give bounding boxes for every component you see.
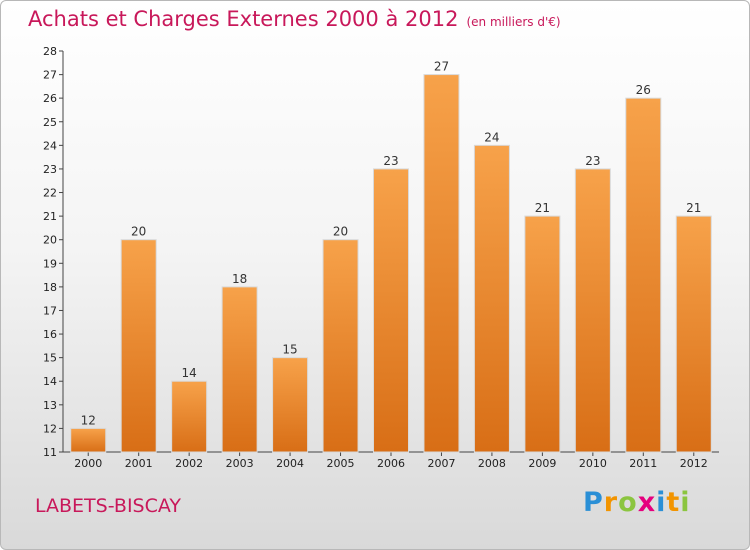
x-tick-label: 2012	[680, 457, 708, 470]
logo-letter: x	[637, 487, 657, 518]
logo-letter: i	[656, 487, 667, 518]
x-tick-label: 2000	[74, 457, 102, 470]
x-tick-label: 2008	[478, 457, 506, 470]
bar	[373, 168, 409, 453]
y-tick-label: 16	[43, 328, 57, 341]
chart-title-text: Achats et Charges Externes 2000 à 2012	[28, 7, 459, 31]
x-tick-label: 2011	[629, 457, 657, 470]
bar-value-label: 20	[131, 225, 146, 239]
x-tick-label: 2001	[125, 457, 153, 470]
bar	[322, 239, 359, 453]
y-tick-label: 22	[43, 187, 57, 200]
x-tick-label: 2004	[276, 457, 304, 470]
bar-value-label: 23	[585, 154, 600, 168]
x-tick-label: 2007	[427, 457, 455, 470]
logo-letter: t	[666, 487, 681, 518]
y-tick-label: 12	[43, 422, 57, 435]
bar-value-label: 26	[636, 83, 651, 97]
bar	[272, 357, 309, 453]
y-tick-label: 15	[43, 352, 57, 365]
y-tick-label: 21	[43, 210, 57, 223]
y-tick-label: 13	[43, 399, 57, 412]
y-tick-label: 14	[43, 375, 57, 388]
logo-letter: P	[583, 487, 604, 518]
y-tick-label: 17	[43, 304, 57, 317]
bar	[70, 427, 107, 453]
chart-title: Achats et Charges Externes 2000 à 2012 (e…	[28, 7, 561, 31]
bar	[423, 74, 460, 453]
bar-value-label: 15	[282, 343, 297, 357]
bar-value-label: 18	[232, 272, 247, 286]
bar	[221, 286, 258, 453]
bar-value-label: 24	[484, 130, 499, 144]
bar	[524, 215, 561, 453]
bar	[625, 97, 662, 453]
y-tick-label: 26	[43, 92, 57, 105]
logo-letter: o	[618, 487, 638, 518]
bar-value-label: 23	[383, 154, 398, 168]
y-tick-label: 11	[43, 446, 57, 459]
bar-value-label: 20	[333, 225, 348, 239]
y-tick-label: 25	[43, 116, 57, 129]
proxiti-logo: Proxiti	[583, 487, 691, 518]
chart-bars: 12 20 14 18 15 20 23 27 24 21 23 26 21	[70, 60, 712, 453]
bar	[675, 215, 712, 453]
y-tick-label: 28	[43, 45, 57, 58]
bar	[171, 380, 208, 453]
bar-value-label: 27	[434, 60, 449, 74]
x-tick-label: 2006	[377, 457, 405, 470]
x-tick-label: 2009	[528, 457, 556, 470]
bar-value-label: 21	[535, 201, 550, 215]
logo-letter: i	[680, 487, 691, 518]
x-tick-label: 2010	[579, 457, 607, 470]
y-tick-label: 20	[43, 234, 57, 247]
x-tick-label: 2003	[226, 457, 254, 470]
bar-value-label: 14	[182, 366, 197, 380]
bar-value-label: 12	[81, 413, 96, 427]
chart-axes: 11 12 13 14 15 16 17 18 19 20 21 22 23 24 25 26 27 28 2000…	[43, 45, 719, 470]
y-tick-label: 24	[43, 139, 57, 152]
x-tick-label: 2002	[175, 457, 203, 470]
place-name: LABETS-BISCAY	[35, 495, 181, 517]
chart-subtitle: (en milliers d'€)	[466, 15, 561, 29]
bar	[574, 168, 611, 453]
y-tick-label: 19	[43, 257, 57, 270]
y-tick-label: 27	[43, 69, 57, 82]
bar	[473, 144, 510, 453]
logo-letter: r	[603, 487, 619, 518]
bar-value-label: 21	[686, 201, 701, 215]
y-tick-label: 18	[43, 281, 57, 294]
x-tick-label: 2005	[327, 457, 355, 470]
bar	[120, 239, 157, 453]
y-tick-label: 23	[43, 163, 57, 176]
